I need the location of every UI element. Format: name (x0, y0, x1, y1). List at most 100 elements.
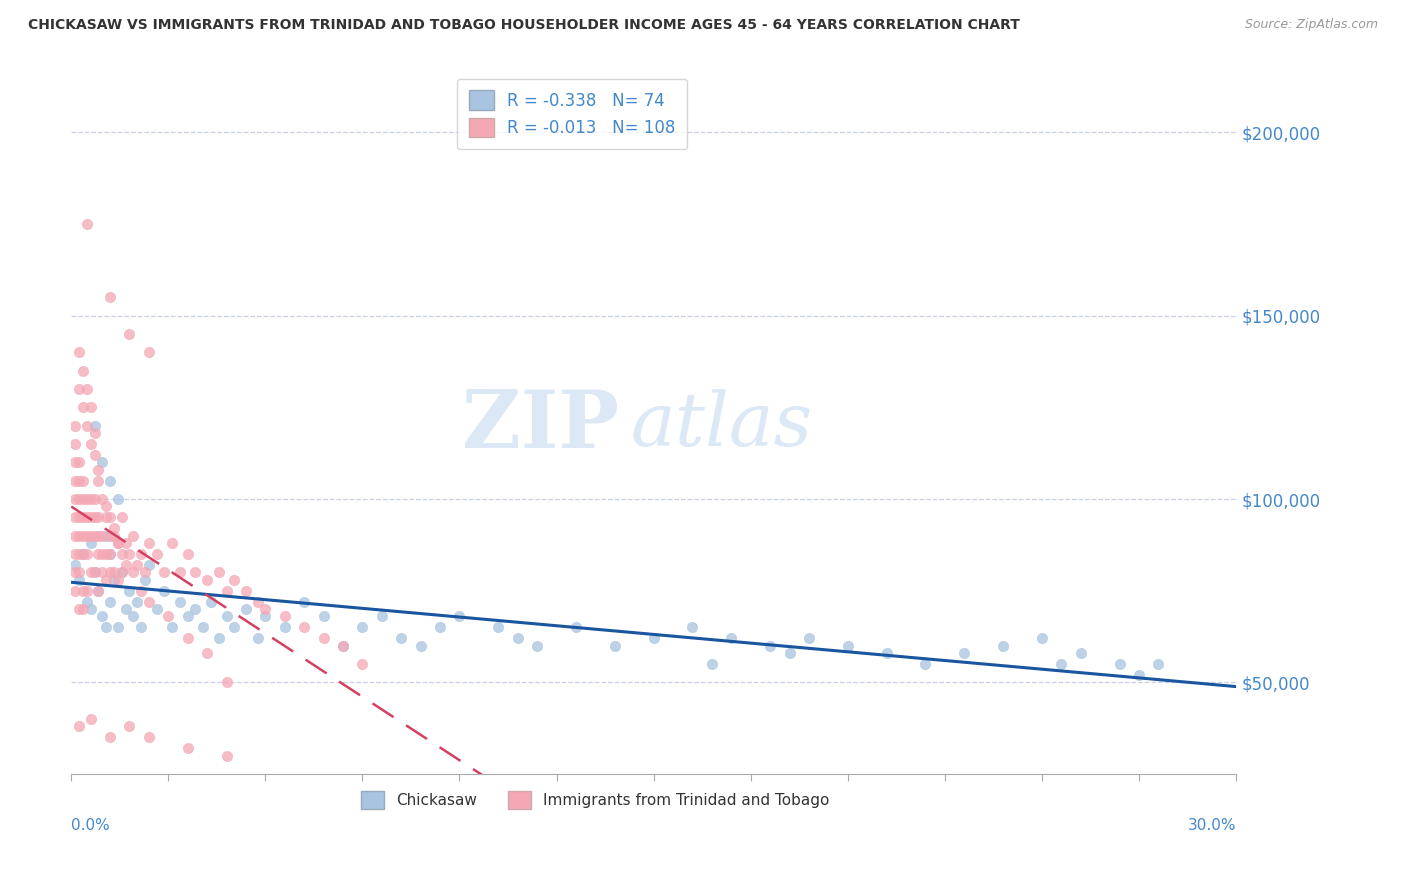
Point (67, 719, 90, 733)
Point (118, 719, 141, 733)
Point (63, 437, 86, 451)
Point (215, 675, 238, 690)
Point (409, 639, 432, 653)
Point (184, 602, 207, 616)
Point (103, 566, 125, 580)
Point (506, 632, 529, 646)
Point (312, 609, 335, 624)
Point (98, 731, 121, 745)
Point (177, 632, 200, 646)
Point (991, 639, 1014, 653)
Point (134, 566, 156, 580)
Point (79, 712, 101, 726)
Point (292, 595, 315, 609)
Point (67, 345, 90, 359)
Point (138, 731, 160, 745)
Point (72, 547, 94, 561)
Point (876, 646, 898, 660)
Point (76, 529, 98, 543)
Point (107, 620, 129, 634)
Point (352, 620, 374, 634)
Point (107, 491, 129, 506)
Point (96, 547, 118, 561)
Point (98, 474, 121, 488)
Point (107, 536, 129, 550)
Point (79, 529, 101, 543)
Point (779, 646, 801, 660)
Point (67, 382, 90, 396)
Point (91, 529, 114, 543)
Point (72, 364, 94, 378)
Point (127, 595, 149, 609)
Point (118, 327, 141, 342)
Point (208, 632, 231, 646)
Point (122, 529, 145, 543)
Point (486, 620, 509, 634)
Point (63, 491, 86, 506)
Point (83, 566, 105, 580)
Point (274, 620, 297, 634)
Point (67, 474, 90, 488)
Point (79, 401, 101, 415)
Point (169, 566, 191, 580)
Point (177, 547, 200, 561)
Point (122, 609, 145, 624)
Point (160, 536, 183, 550)
Point (83, 566, 105, 580)
Point (91, 566, 114, 580)
Point (138, 345, 160, 359)
Point (63, 474, 86, 488)
Point (953, 646, 976, 660)
Point (87, 583, 110, 598)
Point (72, 401, 94, 415)
Point (63, 566, 86, 580)
Point (67, 566, 90, 580)
Legend: Chickasaw, Immigrants from Trinidad and Tobago: Chickasaw, Immigrants from Trinidad and … (356, 785, 835, 815)
Point (429, 620, 451, 634)
Point (215, 583, 238, 598)
Point (352, 657, 374, 671)
Point (76, 583, 98, 598)
Point (72, 510, 94, 524)
Point (87, 583, 110, 598)
Point (157, 609, 180, 624)
Point (254, 609, 277, 624)
Point (160, 620, 183, 634)
Point (83, 425, 105, 440)
Point (1147, 657, 1170, 671)
Point (114, 536, 136, 550)
Point (96, 573, 118, 587)
Point (153, 566, 176, 580)
Point (72, 583, 94, 598)
Point (177, 741, 200, 756)
Point (138, 558, 160, 572)
Point (79, 437, 101, 451)
Point (138, 536, 160, 550)
Point (224, 620, 246, 634)
Point (389, 632, 412, 646)
Point (91, 455, 114, 469)
Point (720, 632, 742, 646)
Point (63, 418, 86, 433)
Point (127, 558, 149, 572)
Point (129, 583, 152, 598)
Point (145, 602, 167, 616)
Point (98, 510, 121, 524)
Point (224, 573, 246, 587)
Point (83, 448, 105, 462)
Point (332, 639, 354, 653)
Point (246, 632, 269, 646)
Point (98, 547, 121, 561)
Point (134, 573, 156, 587)
Point (98, 290, 121, 304)
Point (1050, 657, 1073, 671)
Point (67, 573, 90, 587)
Point (682, 620, 704, 634)
Point (332, 639, 354, 653)
Point (91, 491, 114, 506)
Point (111, 566, 134, 580)
Point (103, 529, 125, 543)
Point (177, 609, 200, 624)
Point (138, 595, 160, 609)
Point (103, 573, 125, 587)
